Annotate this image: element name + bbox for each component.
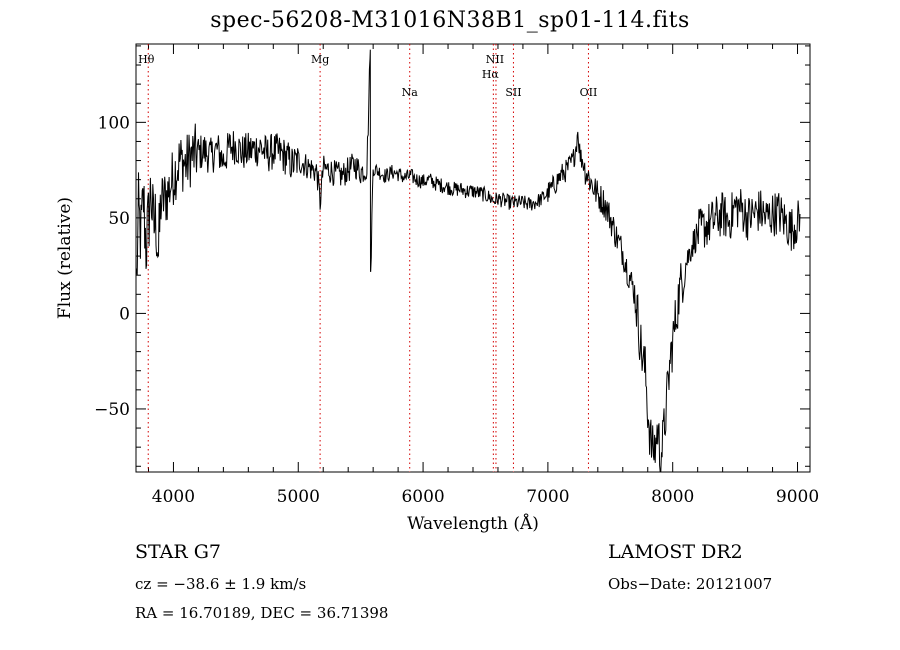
survey-text: LAMOST DR2 [608,541,743,563]
spectral-line-label: Hα [482,68,500,81]
chart-title: spec-56208-M31016N38B1_sp01-114.fits [210,8,690,33]
spectral-line-label: SII [505,86,521,99]
y-tick-label: 50 [108,209,130,229]
spectral-line-label: Na [402,86,419,99]
x-tick-label: 9000 [776,487,819,507]
object-class-text: STAR G7 [135,541,221,563]
spectral-line-label: OII [580,86,598,99]
minor-ticks [136,44,810,472]
spectral-line-labels: Hθ Mg Na NII Hα SII OII [138,53,597,99]
major-ticks [136,44,810,472]
x-tick-label: 7000 [526,487,569,507]
spectral-line-label: NII [486,53,504,66]
x-axis-label: Wavelength (Å) [407,513,539,534]
y-tick-label: 100 [98,113,130,133]
x-tick-label: 8000 [651,487,694,507]
x-tick-label: 5000 [277,487,320,507]
spectral-line-label: Mg [311,53,329,66]
spectral-line-label: Hθ [138,53,155,66]
obs-date-text: Obs−Date: 20121007 [608,575,773,593]
plot-frame [135,43,811,473]
redshift-text: cz = −38.6 ± 1.9 km/s [135,575,307,593]
x-tick-labels: 4000 5000 6000 7000 8000 9000 [152,487,819,507]
y-axis-label: Flux (relative) [55,197,75,319]
x-tick-label: 6000 [401,487,444,507]
spectrum-line [136,49,801,473]
y-tick-labels: −50 0 50 100 [94,113,130,420]
spectral-line-markers [147,44,589,472]
x-tick-label: 4000 [152,487,195,507]
y-tick-label: 0 [119,304,130,324]
y-tick-label: −50 [94,400,130,420]
coordinates-text: RA = 16.70189, DEC = 36.71398 [135,604,389,622]
